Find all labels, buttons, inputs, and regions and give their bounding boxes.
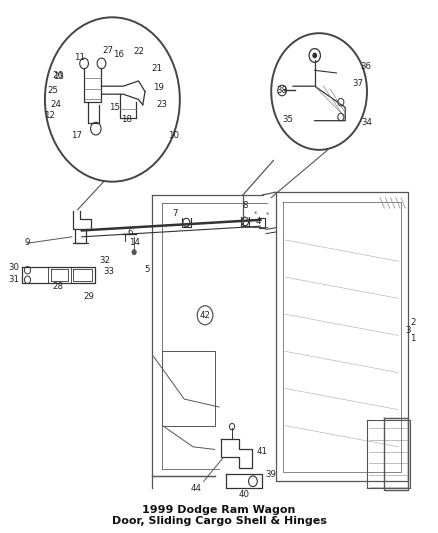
Text: 44: 44 [191, 483, 202, 492]
Text: 25: 25 [47, 86, 58, 95]
Text: *: * [266, 212, 269, 217]
Text: 5: 5 [145, 265, 150, 273]
Text: 4: 4 [255, 217, 261, 226]
Text: 38: 38 [277, 86, 288, 95]
Text: 19: 19 [152, 83, 163, 92]
Text: 12: 12 [44, 111, 55, 120]
Text: 28: 28 [53, 282, 64, 291]
Text: 42: 42 [200, 311, 211, 320]
Text: 17: 17 [71, 131, 82, 140]
Text: 27: 27 [102, 46, 113, 55]
Text: 22: 22 [133, 47, 144, 56]
Text: *: * [254, 211, 258, 216]
Text: 30: 30 [8, 263, 19, 272]
Text: 9: 9 [25, 238, 30, 247]
Text: 13: 13 [53, 72, 64, 81]
Text: 31: 31 [8, 274, 19, 284]
Text: 11: 11 [74, 53, 85, 62]
Circle shape [313, 53, 317, 58]
Text: 33: 33 [104, 268, 115, 276]
Circle shape [132, 249, 136, 255]
Text: 6: 6 [127, 228, 133, 237]
Text: 15: 15 [109, 103, 120, 112]
Text: 35: 35 [282, 115, 293, 124]
Text: 1: 1 [410, 334, 415, 343]
Text: 21: 21 [152, 64, 162, 72]
Text: 16: 16 [113, 50, 124, 59]
Text: 32: 32 [99, 256, 110, 265]
Text: 41: 41 [257, 447, 268, 456]
Text: 1999 Dodge Ram Wagon
Door, Sliding Cargo Shell & Hinges: 1999 Dodge Ram Wagon Door, Sliding Cargo… [112, 505, 326, 526]
Text: 10: 10 [168, 131, 179, 140]
Text: 7: 7 [173, 209, 178, 218]
Text: 23: 23 [156, 100, 167, 109]
Text: 3: 3 [406, 326, 411, 335]
Text: 24: 24 [51, 100, 62, 109]
Text: 37: 37 [352, 78, 363, 87]
Text: 14: 14 [129, 238, 140, 247]
Text: 39: 39 [266, 470, 277, 479]
Text: 29: 29 [83, 292, 94, 301]
Text: 34: 34 [361, 118, 372, 127]
Text: 8: 8 [242, 201, 248, 210]
Text: 36: 36 [360, 62, 371, 70]
Text: 40: 40 [239, 490, 250, 499]
Text: 26: 26 [53, 71, 64, 80]
Text: 18: 18 [121, 115, 132, 124]
Text: 2: 2 [410, 318, 415, 327]
